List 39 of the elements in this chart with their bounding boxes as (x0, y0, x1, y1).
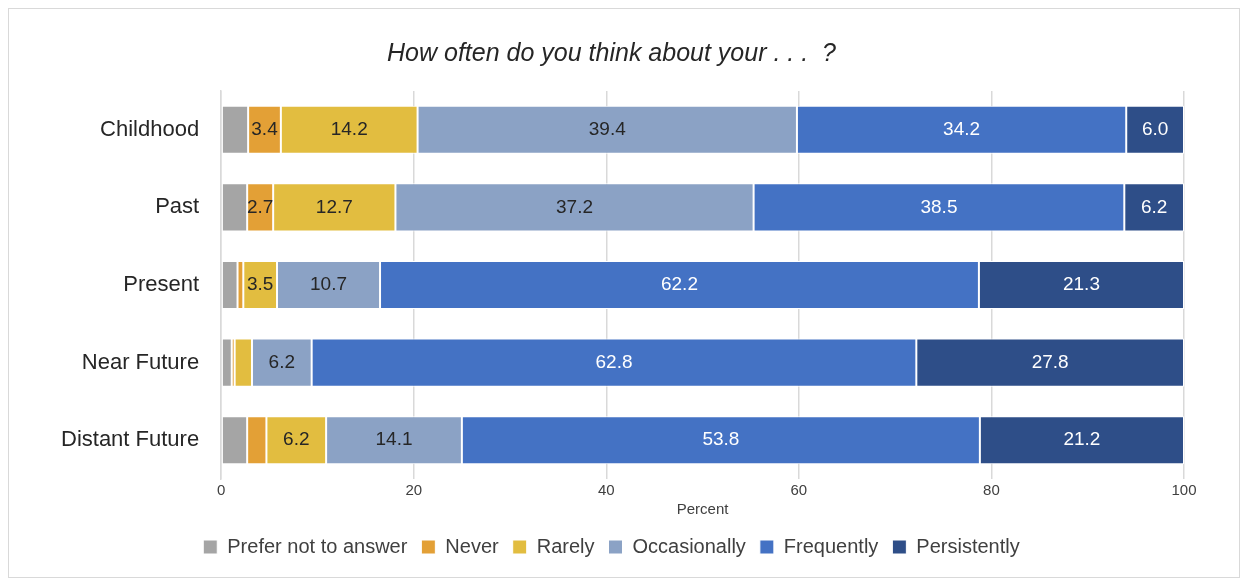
data-label: 14.2 (330, 118, 368, 140)
legend-label: Never (445, 534, 500, 557)
data-label: 3.5 (246, 273, 274, 295)
legend-label: Persistently (916, 534, 1020, 557)
x-tick-label: 20 (405, 481, 423, 499)
data-label: 10.7 (310, 273, 348, 295)
x-tick-label: 60 (790, 481, 808, 499)
legend-label: Frequently (783, 534, 879, 557)
x-tick-label: 0 (216, 481, 226, 499)
data-label: 53.8 (702, 428, 740, 450)
x-tick-label: 40 (597, 481, 615, 499)
legend-label: Rarely (536, 534, 595, 557)
data-label: 12.7 (315, 195, 353, 217)
data-label: 6.2 (268, 350, 296, 372)
data-label: 6.2 (283, 428, 310, 450)
data-label: 62.2 (660, 273, 698, 295)
data-label: 6.2 (1140, 195, 1168, 217)
x-axis-title: Percent (676, 500, 730, 518)
data-label: 62.8 (595, 350, 633, 372)
y-tick-label: Near Future (81, 348, 200, 374)
data-label: 37.2 (556, 195, 594, 217)
data-label: 14.1 (375, 428, 413, 450)
data-label: 27.8 (1031, 350, 1069, 372)
legend-label: Occasionally (632, 534, 746, 557)
data-label: 21.3 (1062, 273, 1100, 295)
data-label: 21.2 (1063, 428, 1101, 450)
x-tick-label: 80 (983, 481, 1000, 499)
y-tick-label: Childhood (100, 115, 200, 141)
chart-title: How often do you think about your . . . ? (387, 37, 837, 66)
y-tick-label: Past (155, 193, 200, 219)
data-label: 39.4 (588, 118, 627, 140)
y-tick-label: Present (123, 271, 200, 297)
data-label: 38.5 (920, 195, 958, 217)
legend-label: Prefer not to answer (227, 534, 408, 557)
data-label: 6.0 (1141, 118, 1169, 140)
x-tick-label: 100 (1171, 481, 1197, 499)
y-tick-label: Distant Future (60, 426, 200, 452)
data-label: 34.2 (943, 118, 981, 140)
data-label: 3.4 (251, 118, 279, 140)
